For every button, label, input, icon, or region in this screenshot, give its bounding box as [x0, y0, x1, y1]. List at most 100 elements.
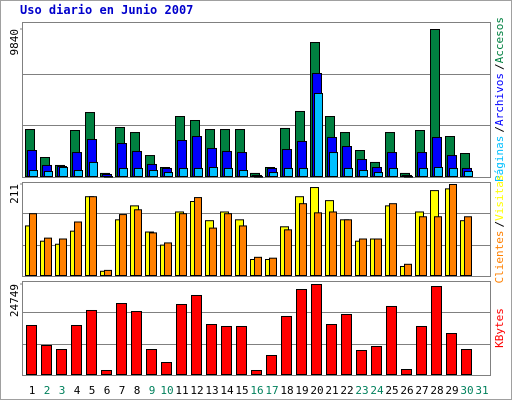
bar — [26, 324, 37, 375]
bar — [434, 166, 443, 178]
y-tick-label: 24749 — [8, 284, 21, 317]
bar — [179, 167, 188, 178]
x-tick-label: 14 — [220, 384, 234, 397]
bar — [266, 354, 277, 376]
x-tick-label: 17 — [265, 384, 278, 397]
x-tick-label: 16 — [250, 384, 263, 397]
bar — [344, 219, 352, 276]
bar — [74, 221, 82, 277]
bar — [194, 197, 202, 276]
bar — [74, 170, 83, 178]
bar — [344, 167, 353, 178]
x-tick-label: 21 — [325, 384, 338, 397]
legend-entry: Clientes — [493, 231, 506, 284]
bar — [386, 305, 397, 375]
x-tick-label: 20 — [310, 384, 323, 397]
bar — [29, 170, 38, 178]
bar — [194, 167, 203, 178]
chart-title: Uso diario en Junio 2007 — [20, 3, 193, 17]
legend-separator: / — [493, 126, 506, 133]
bar — [146, 349, 157, 376]
bar — [254, 176, 263, 178]
bar — [464, 216, 472, 276]
x-tick-label: 29 — [445, 384, 458, 397]
bar — [206, 324, 217, 375]
bar — [116, 303, 127, 375]
bar — [221, 325, 232, 375]
bar — [356, 349, 367, 376]
x-tick-label: 13 — [205, 384, 218, 397]
bar — [314, 212, 322, 276]
bar — [131, 311, 142, 376]
x-tick-label: 12 — [190, 384, 203, 397]
x-tick-label: 19 — [295, 384, 308, 397]
x-tick-label: 11 — [175, 384, 188, 397]
bar — [224, 167, 233, 178]
bar — [464, 170, 473, 177]
bar — [209, 166, 218, 178]
x-tick-label: 28 — [430, 384, 443, 397]
bar — [254, 256, 262, 276]
bar — [434, 216, 442, 276]
bar — [239, 225, 247, 276]
bar — [176, 303, 187, 375]
bar — [29, 213, 37, 276]
bar — [359, 170, 368, 178]
bar — [404, 176, 413, 178]
bar — [371, 345, 382, 376]
y-tick-label: 9840 — [8, 29, 21, 56]
bar — [71, 324, 82, 375]
bar — [431, 286, 442, 375]
x-tick-label: 4 — [74, 384, 81, 397]
legend: KBytes — [493, 308, 506, 348]
x-tick-label: 5 — [89, 384, 96, 397]
legend-entry: Accesos — [493, 17, 506, 63]
bar — [299, 167, 308, 178]
legend-entry: Visitas — [493, 175, 506, 221]
bar — [101, 369, 112, 375]
legend-separator: / — [493, 63, 506, 70]
bar — [251, 369, 262, 375]
x-tick-label: 24 — [370, 384, 384, 397]
bar — [461, 349, 472, 376]
x-tick-label: 9 — [149, 384, 156, 397]
bar — [134, 209, 142, 276]
bar — [44, 170, 53, 177]
bar — [284, 229, 292, 277]
x-tick-label: 6 — [104, 384, 111, 397]
bar — [449, 184, 457, 276]
bar — [89, 196, 97, 276]
legend-entry: Archivos — [493, 73, 506, 126]
bar — [104, 176, 113, 178]
legend-separator: / — [493, 221, 506, 228]
bar — [44, 237, 52, 276]
bar — [236, 325, 247, 375]
bar — [269, 257, 277, 276]
bar — [134, 167, 143, 178]
bar — [59, 238, 67, 276]
bar — [161, 362, 172, 376]
x-tick-label: 10 — [160, 384, 173, 397]
x-tick-label: 1 — [29, 384, 36, 397]
bar — [449, 167, 458, 178]
bar — [41, 344, 52, 376]
bar — [164, 242, 172, 277]
bar — [359, 238, 367, 276]
bar — [119, 167, 128, 178]
bar — [326, 324, 337, 375]
bar — [149, 232, 157, 276]
bar — [416, 325, 427, 375]
bar — [296, 288, 307, 375]
bar — [314, 92, 323, 177]
legend: Clientes /Visitas — [493, 175, 506, 284]
bar — [281, 315, 292, 376]
bar — [284, 167, 293, 178]
x-tick-label: 8 — [134, 384, 141, 397]
x-tick-label: 31 — [475, 384, 488, 397]
x-tick-label: 30 — [460, 384, 473, 397]
legend: Páginas/Archivos/Accesos — [493, 17, 506, 182]
x-tick-label: 25 — [385, 384, 398, 397]
x-tick-label: 3 — [59, 384, 66, 397]
y-tick-label: 211 — [8, 184, 21, 204]
